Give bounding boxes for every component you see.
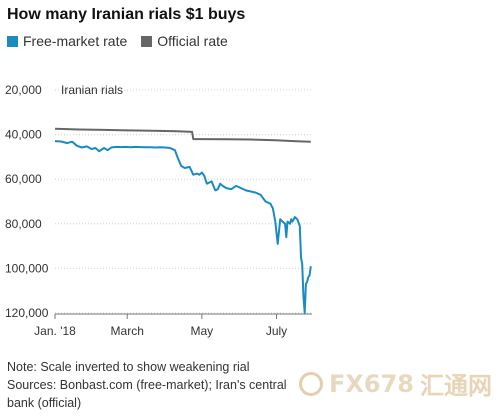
y-tick-label: 80,000 bbox=[5, 217, 42, 231]
watermark-logo: FX678 汇通网 bbox=[299, 366, 492, 401]
watermark-circle-icon bbox=[299, 371, 323, 396]
legend-swatch-free-market bbox=[7, 35, 18, 47]
line-chart: 20,000 40,000 60,000 80,000 100,000 120,000 Ir… bbox=[5, 83, 312, 338]
y-tick-label: 40,000 bbox=[5, 128, 42, 142]
series-line-free-market bbox=[54, 140, 312, 314]
y-tick-label: 20,000 bbox=[5, 83, 42, 97]
sources-text: Sources: Bonbast.com (free-market); Iran… bbox=[7, 378, 287, 392]
y-unit-label: Iranian rials bbox=[61, 83, 123, 97]
legend-item-free-market: Free-market rate bbox=[7, 33, 127, 49]
x-tick-label: Jan. '18 bbox=[34, 324, 76, 338]
legend: Free-market rate Official rate bbox=[7, 33, 228, 49]
x-tick-label: March bbox=[111, 324, 144, 338]
x-tick-label: May bbox=[191, 324, 214, 338]
legend-label-official: Official rate bbox=[157, 33, 228, 49]
x-tick-label: July bbox=[266, 324, 287, 338]
legend-item-official: Official rate bbox=[141, 33, 228, 49]
sources-text-continued: bank (official) bbox=[7, 396, 82, 410]
series-line-official bbox=[54, 127, 311, 143]
y-tick-label: 120,000 bbox=[5, 306, 49, 320]
legend-swatch-official bbox=[141, 35, 153, 47]
y-tick-label: 60,000 bbox=[5, 172, 42, 186]
watermark-cn: 汇通网 bbox=[420, 372, 492, 400]
legend-label-free-market: Free-market rate bbox=[23, 33, 128, 49]
y-tick-label: 100,000 bbox=[5, 261, 49, 275]
watermark-brand: FX678 bbox=[329, 369, 414, 398]
footnote: Note: Scale inverted to show weakening r… bbox=[7, 358, 307, 412]
note-text: Note: Scale inverted to show weakening r… bbox=[7, 360, 250, 374]
chart-title: How many Iranian rials $1 buys bbox=[7, 6, 246, 23]
